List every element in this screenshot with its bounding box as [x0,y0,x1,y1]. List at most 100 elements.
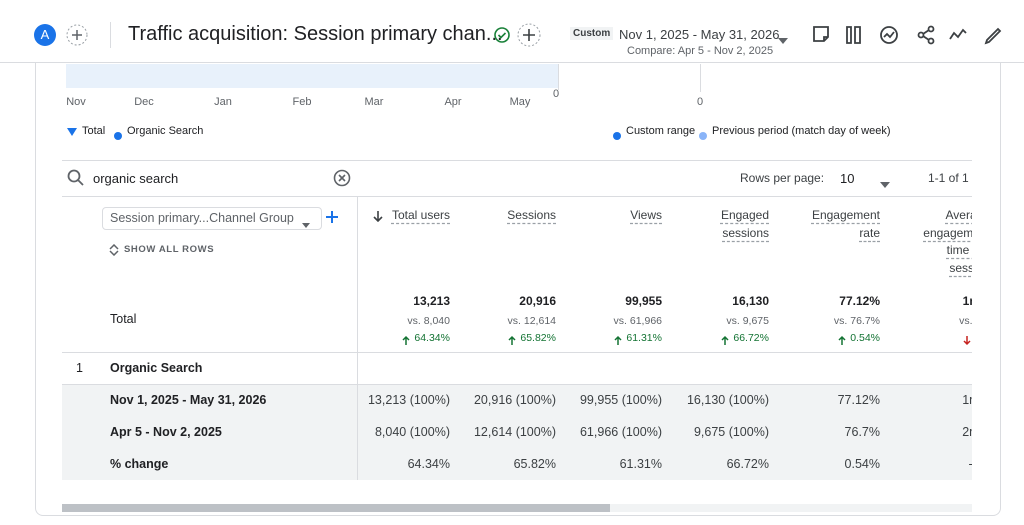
cell: 8,040 (100%) [374,425,450,439]
add-dimension [326,210,338,228]
cell: 65.82% [513,457,556,471]
legend-label: Total [82,125,106,137]
date-range[interactable]: Nov 1, 2025 - May 31, 2026 [619,27,780,42]
x-axis-label: May [509,96,531,108]
total-value: 99,955 [625,294,662,308]
change-arrow [508,333,516,351]
column-header[interactable]: Total users [391,208,450,222]
total-compare: vs. 61,966 [613,315,662,327]
date-mode[interactable]: Custom [570,27,614,40]
column-header[interactable]: Engaged sessions [720,208,769,240]
rule [62,160,972,161]
total-label: Total [110,312,137,326]
dimension-label[interactable]: Session primary...Channel Group [110,211,294,225]
change-arrow [963,333,971,351]
column-header[interactable]: Average engagement time per session [923,208,972,275]
clear-search-svg [333,169,351,187]
search-icon [67,169,85,192]
total-value: 1m 4 [962,294,972,308]
column-header[interactable]: Views [630,208,662,222]
card [35,63,1001,516]
rows-per-page[interactable]: 10 [840,171,855,186]
top-bar [0,0,1024,63]
column-divider [357,197,358,480]
change-arrow [402,333,410,351]
x-axis-label: Mar [364,96,384,108]
cell: 77.12% [837,393,880,407]
chart-axis [700,64,701,92]
row-index: 1 [76,361,83,375]
total-change: 66.72% [733,332,769,344]
total-change: 0.54% [850,332,880,344]
cell: 76.7% [844,425,880,439]
cell: 16,130 (100%) [686,393,769,407]
total-change: 61.31% [626,332,662,344]
change-arrow-svg [963,336,971,346]
legend-label: Organic Search [127,125,204,137]
report-title: Traffic acquisition: Session primary cha… [128,23,503,45]
legend-icon [66,125,78,143]
add-icon[interactable] [517,23,541,47]
change-arrow-svg [402,335,410,345]
dimension-caret [302,215,310,233]
total-compare: vs. 8,040 [407,315,450,327]
add-comparison[interactable] [66,24,88,46]
cell: 2m 0 [962,425,972,439]
change-arrow-svg [838,335,846,345]
scrollbar[interactable] [62,504,610,512]
axis-zero: 0 [697,96,704,108]
total-compare: vs. 76.7% [833,315,880,327]
rule [62,384,972,385]
legend-label: Custom range [626,125,696,137]
dimension-select [102,207,322,230]
cell: 99,955 (100%) [579,393,662,407]
change-arrow-svg [721,335,729,345]
total-value: 13,213 [413,294,450,308]
chart-area [66,64,558,88]
clear-search [333,169,351,192]
cell: 61,966 (100%) [579,425,662,439]
subrow-label: % change [110,457,169,471]
legend-dot [699,127,707,145]
total-compare: vs. 12,614 [507,315,556,327]
column-header[interactable]: Sessions [507,208,556,222]
subrow [62,416,972,449]
search-input[interactable]: organic search [93,171,179,186]
column-header[interactable]: Engagement rate [811,208,880,240]
total-value: 77.12% [839,294,880,308]
x-axis-label: Dec [134,96,154,108]
compare-range: Compare: Apr 5 - Nov 2, 2025 [627,45,774,57]
legend-label: Previous period (match day of week) [712,125,891,137]
total-value: 20,916 [519,294,556,308]
cell: 0.54% [844,457,880,471]
cell: 13,213 (100%) [367,393,450,407]
date-caret[interactable] [778,38,788,44]
chart-axis [558,64,559,90]
cell: 1m 4 [962,393,972,407]
saved-icon[interactable] [490,23,514,47]
x-axis-label: Feb [292,96,312,108]
table: organic search Rows per page: 10 1-1 of 1 Se… [62,160,972,480]
pagination: 1-1 of 1 [928,171,969,185]
total-compare: vs. 2m [959,315,972,327]
legend-dot [613,127,621,145]
toolbar-icons[interactable] [810,23,1010,47]
subrow-label: Apr 5 - Nov 2, 2025 [110,425,222,439]
change-arrow [721,333,729,351]
legend-dot-svg [114,132,122,140]
axis-zero: 0 [553,88,560,100]
cell: 64.34% [407,457,450,471]
subrow-label: Nov 1, 2025 - May 31, 2026 [110,393,267,407]
cell: -9.5 [968,457,972,471]
change-arrow [614,333,622,351]
add-dimension-svg [326,211,338,223]
cell: 61.31% [619,457,662,471]
sort-icon-svg [373,211,383,223]
avatar[interactable]: A [34,24,56,46]
rows-per-page-label: Rows per page: [740,171,825,185]
expand-icon-svg [109,243,119,257]
row-label[interactable]: Organic Search [110,361,203,375]
show-all-rows[interactable]: SHOW ALL ROWS [124,244,215,255]
search-icon-svg [67,169,84,186]
